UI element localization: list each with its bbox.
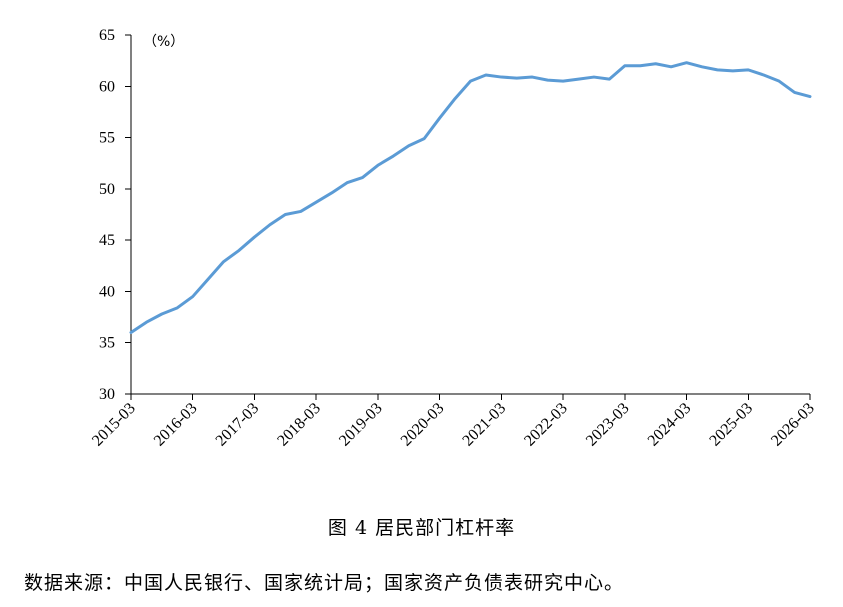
x-tick-label: 2018-03 — [274, 400, 324, 450]
y-axis-unit-label: （%） — [143, 34, 184, 50]
y-tick-label: 30 — [99, 386, 115, 403]
y-axis-ticks: 30 35 40 45 50 55 60 65 — [99, 27, 131, 403]
x-tick-label: 2026-03 — [768, 400, 818, 450]
x-tick-label: 2023-03 — [583, 400, 633, 450]
y-tick-label: 40 — [99, 283, 115, 300]
x-axis-ticks: 2015-03 2016-03 2017-03 2018-03 2019-03 2020-… — [89, 394, 818, 450]
data-source-note: 数据来源：中国人民银行、国家统计局；国家资产负债表研究中心。 — [24, 572, 625, 594]
y-tick-label: 45 — [99, 232, 115, 249]
figure-caption: 图 4 居民部门杠杆率 — [327, 517, 516, 539]
chart-axes — [130, 35, 810, 395]
y-tick-label: 60 — [99, 78, 115, 95]
x-tick-label: 2017-03 — [213, 400, 263, 450]
x-tick-label: 2024-03 — [645, 400, 695, 450]
x-tick-label: 2016-03 — [151, 400, 201, 450]
x-tick-label: 2025-03 — [706, 400, 756, 450]
y-tick-label: 35 — [99, 335, 115, 352]
x-tick-label: 2022-03 — [521, 400, 571, 450]
x-tick-label: 2019-03 — [336, 400, 386, 450]
x-tick-label: 2015-03 — [89, 400, 139, 450]
y-tick-label: 50 — [99, 181, 115, 198]
y-tick-label: 55 — [99, 130, 115, 147]
x-tick-label: 2021-03 — [459, 400, 509, 450]
series-line — [129, 61, 812, 334]
y-tick-label: 65 — [99, 27, 115, 44]
x-tick-label: 2020-03 — [398, 400, 448, 450]
